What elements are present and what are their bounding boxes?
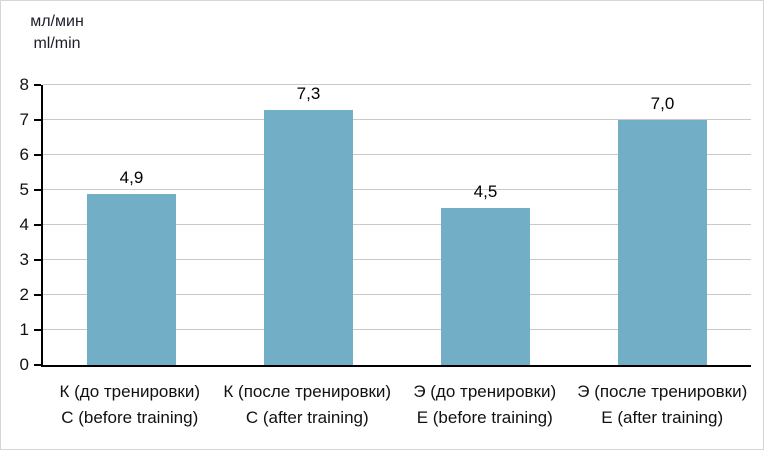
x-category-label: К (до тренировки) C (before training) — [41, 379, 219, 439]
y-tick-label: 4 — [19, 215, 29, 234]
bar — [87, 193, 176, 365]
bar-slot: 7,3 — [220, 83, 397, 365]
gridline — [43, 329, 751, 330]
x-category-label-en: E (after training) — [601, 408, 724, 428]
y-axis-unit-label: мл/мин ml/min — [17, 11, 97, 56]
y-axis-unit-label-en: ml/min — [33, 35, 81, 53]
y-axis-tickmark — [34, 364, 41, 366]
gridline — [43, 189, 751, 190]
y-tick-label: 0 — [19, 355, 29, 374]
x-category-label: Э (после тренировки) E (after training) — [574, 379, 752, 439]
x-category-label-en: C (after training) — [245, 408, 369, 428]
y-tick-label: 7 — [19, 110, 29, 129]
x-category-label-ru: К (до тренировки) — [59, 382, 201, 401]
x-category-label-ru: Э (до тренировки) — [413, 382, 557, 401]
bar-value-label: 4,5 — [473, 181, 498, 201]
bar-value-label: 7,3 — [296, 83, 321, 103]
bar — [618, 120, 707, 365]
y-axis-tickmark — [34, 154, 41, 156]
y-axis-tickmark — [34, 329, 41, 331]
y-tick-label: 6 — [19, 145, 29, 164]
bar — [264, 109, 353, 365]
bar-slot: 4,5 — [397, 85, 574, 365]
y-tick-label: 8 — [19, 75, 29, 94]
bars: 4,9 7,3 4,5 7,0 — [43, 83, 751, 365]
gridline — [43, 224, 751, 225]
x-category-label-ru: К (после тренировки) — [223, 382, 392, 401]
gridline — [43, 259, 751, 260]
x-category-label-en: C (before training) — [61, 408, 199, 428]
y-axis-tickmark — [34, 259, 41, 261]
bar-value-label: 7,0 — [650, 94, 675, 113]
gridline — [43, 84, 751, 85]
y-axis-tickmark — [34, 294, 41, 296]
x-axis-labels: К (до тренировки) C (before training) К (п… — [41, 379, 751, 439]
y-tick-label: 1 — [19, 320, 29, 339]
x-category-label: Э (до тренировки) E (before training) — [396, 379, 574, 439]
y-tick-label: 3 — [19, 250, 29, 269]
y-axis-tickmark — [34, 84, 41, 86]
y-axis-tickmark — [34, 189, 41, 191]
bar — [441, 207, 530, 365]
y-tick-label: 5 — [19, 180, 29, 199]
y-axis-tickmark — [34, 224, 41, 226]
bar-value-label: 4,9 — [119, 167, 144, 187]
y-axis-tickmark — [34, 119, 41, 121]
x-category-label-ru: Э (после тренировки) — [577, 382, 748, 401]
gridline — [43, 154, 751, 155]
y-axis-unit-label-ru: мл/мин — [30, 13, 84, 30]
bar-slot: 7,0 — [574, 85, 751, 365]
gridline — [43, 294, 751, 295]
plot-area: 4,9 7,3 4,5 7,0 0 1 2 3 4 5 6 7 8 — [20, 75, 751, 374]
bar-slot: 4,9 — [43, 85, 220, 365]
x-category-label-en: E (before training) — [416, 408, 553, 428]
y-tick-label: 2 — [19, 285, 29, 304]
gridline — [43, 119, 751, 120]
x-category-label: К (после тренировки) C (after training) — [219, 379, 397, 439]
